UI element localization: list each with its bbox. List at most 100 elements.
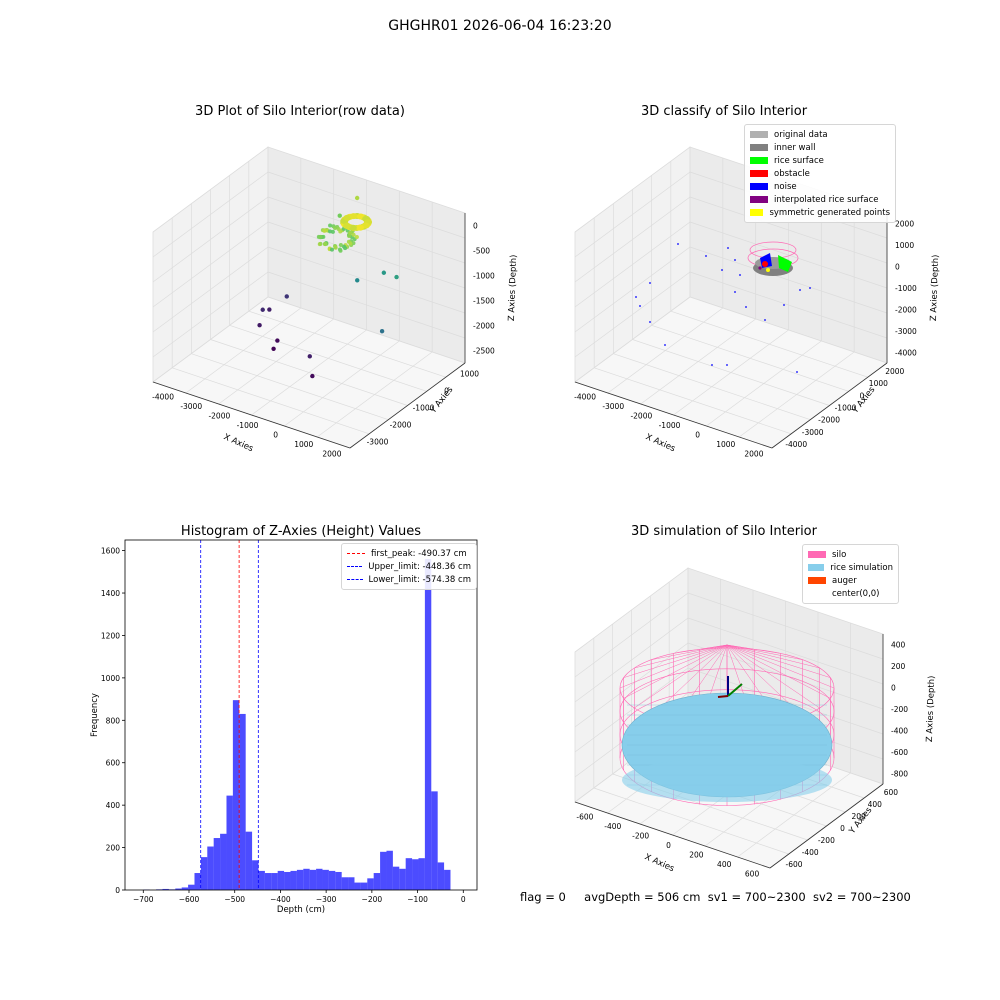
legend-label: interpolated rice surface [774, 194, 879, 205]
p2-noise-point [809, 287, 811, 289]
p4-y-tick: 600 [884, 788, 899, 797]
p4-x-tick: 400 [717, 860, 732, 869]
histogram-y-tick: 0 [115, 886, 120, 895]
p2-noise-point [649, 321, 651, 323]
p2-grid [574, 171, 691, 258]
p1-x-tick: 0 [273, 430, 278, 439]
p1-y-axis-line [349, 362, 466, 449]
p2-x-tick: -4000 [574, 393, 596, 402]
p2-noise-point [639, 305, 641, 307]
p2-y-axis-line [771, 362, 888, 449]
legend-swatch [808, 590, 826, 597]
histogram-bar [207, 846, 214, 890]
p4-y-tick: -400 [802, 848, 819, 857]
legend-swatch [750, 209, 764, 216]
histogram-bar [194, 873, 201, 890]
histogram-bar [181, 887, 189, 890]
histogram-y-tick: 200 [106, 844, 121, 853]
p2-noise-point [711, 364, 713, 366]
center-x-arrow [717, 695, 729, 698]
p4-grid [737, 772, 851, 858]
p2-y-label: Y Axies [850, 385, 878, 417]
p1-surface-point [330, 247, 334, 252]
p1-x-tick: 2000 [322, 449, 341, 458]
p1-surface-point [338, 229, 343, 234]
p2-x-tick: 0 [695, 430, 700, 439]
p4-x-tick: 200 [689, 850, 704, 859]
p1-y-tick: 1000 [460, 370, 479, 379]
p2-noise-point [799, 289, 801, 291]
p2-x-tick: 1000 [716, 440, 735, 449]
p1-surface-point [338, 248, 343, 253]
histogram-bar [175, 888, 182, 890]
p2-x-tick: -3000 [602, 402, 624, 411]
legend-line [347, 553, 365, 554]
p1-data-point [355, 278, 360, 283]
histogram-bar [412, 859, 419, 890]
p1-top-surface [343, 214, 352, 221]
p1-surface-point [343, 246, 348, 251]
histogram-bar [303, 868, 310, 890]
p2-z-tick: -3000 [895, 327, 917, 336]
histogram-bar [431, 791, 438, 890]
p1-z-tick: -1500 [473, 297, 495, 306]
p2-y-tick: 1000 [869, 379, 888, 388]
p1-surface-point [321, 234, 326, 239]
histogram-bar [418, 858, 425, 890]
p4-y-tick: 200 [851, 812, 866, 821]
legend-item: auger [808, 574, 893, 587]
legend-swatch [750, 131, 768, 138]
histogram-y-label: Frequency [90, 693, 100, 737]
histogram-bar [252, 860, 259, 890]
p4-grid [574, 592, 689, 678]
legend-item: inner wall [750, 141, 890, 154]
p1-data-point [275, 338, 280, 343]
p1-data-point [379, 329, 385, 334]
p1-grid [152, 171, 269, 258]
silo-roof-wire [651, 644, 728, 660]
p4-z-tick: -800 [891, 769, 908, 778]
legend-swatch [808, 564, 825, 571]
p2-noise-point [739, 274, 741, 276]
histogram-bar [239, 713, 246, 890]
p1-surface-point [351, 232, 356, 237]
p2-z-tick: 1000 [895, 241, 914, 250]
histogram-bar [232, 700, 240, 890]
p1-y-tick: -3000 [367, 438, 389, 447]
p1-surface-point [348, 230, 353, 235]
legend-item: silo [808, 548, 893, 561]
p1-z-label: Z Axies (Depth) [507, 254, 519, 321]
simulation-legend: silo rice simulation auger center(0,0) [802, 544, 899, 604]
p1-surface-point [338, 242, 343, 247]
histogram-bar [392, 866, 400, 890]
histogram-bar [213, 838, 221, 890]
legend-label: rice simulation [830, 562, 893, 573]
histogram-bar [220, 833, 227, 890]
p2-noise-point [635, 296, 637, 298]
p1-y-label: Y Axies [428, 385, 456, 417]
p1-grid [316, 351, 433, 438]
histogram-bar [444, 869, 451, 890]
histogram-x-tick: −100 [407, 895, 428, 904]
p2-noise-point [705, 255, 707, 257]
legend-label: original data [774, 129, 828, 140]
p1-surface-point [354, 234, 359, 239]
legend-line [347, 566, 363, 567]
histogram-y-tick: 400 [106, 801, 121, 810]
histogram-y-tick: 800 [106, 716, 121, 725]
p1-surface-point [347, 234, 352, 238]
p2-z-tick: 2000 [895, 220, 914, 229]
p1-z-tick: -2000 [473, 322, 495, 331]
histogram-bar [373, 873, 381, 890]
p4-z-tick: 0 [891, 684, 896, 693]
p1-data-point [267, 307, 272, 312]
figure-title: GHGHR01 2026-06-04 16:23:20 [388, 18, 612, 34]
histogram-bar [424, 559, 432, 890]
p2-x-label: X Axies [644, 432, 677, 454]
legend-item: Upper_limit: -448.36 cm [347, 560, 471, 573]
p2-z-label: Z Axies (Depth) [929, 254, 941, 321]
p1-grid [267, 171, 466, 239]
p4-x-tick: 600 [745, 869, 760, 878]
p2-z-tick: -1000 [895, 284, 917, 293]
p2-x-tick: -2000 [630, 412, 652, 421]
